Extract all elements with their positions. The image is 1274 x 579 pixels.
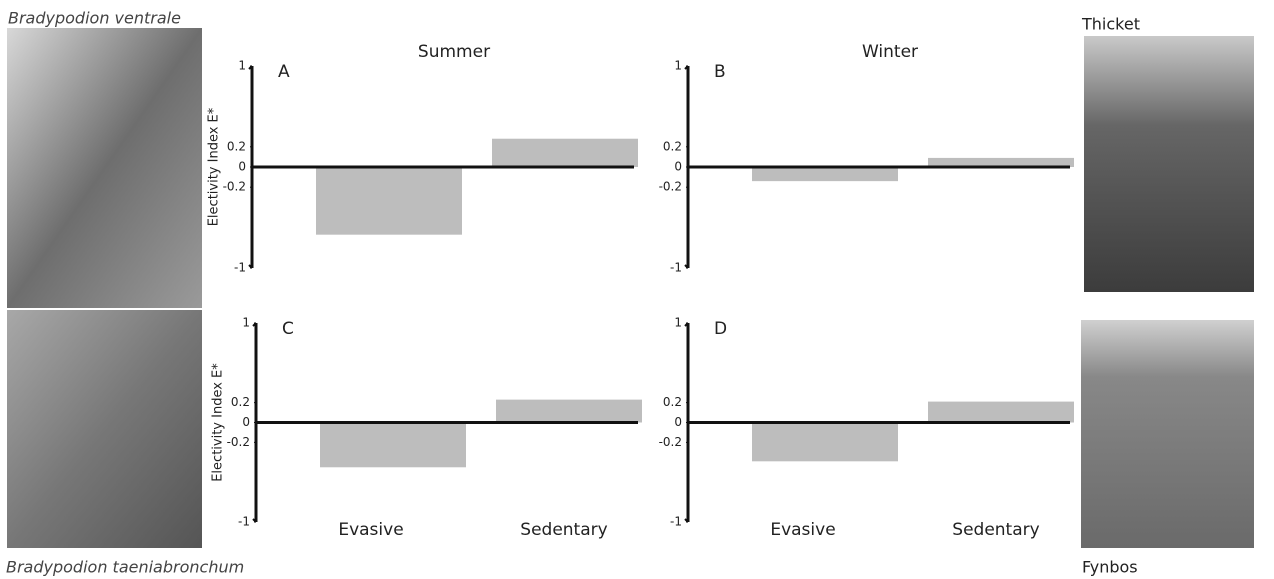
y-tick-label: 1: [242, 316, 250, 330]
y-tick-label: 0: [242, 415, 250, 429]
panel-letter: C: [282, 319, 294, 339]
bar: [496, 400, 642, 423]
y-tick-label: -0.2: [659, 180, 682, 194]
bar: [752, 167, 898, 181]
chart-title: Winter: [862, 42, 918, 62]
y-tick-label: 0: [674, 160, 682, 174]
y-tick-label: 0: [674, 415, 682, 429]
y-tick-label: -1: [234, 261, 246, 275]
y-axis-label: Electivity Index E*: [211, 363, 226, 482]
y-tick-label: -1: [670, 261, 682, 275]
y-tick-label: 0.2: [663, 139, 682, 153]
y-axis-label: Electivity Index E*: [207, 107, 222, 226]
bar: [320, 423, 466, 468]
y-tick-label: -1: [670, 515, 682, 529]
species-label: Bradypodion ventrale: [8, 9, 181, 28]
figure: Bradypodion ventrale Bradypodion taeniab…: [0, 0, 1274, 579]
x-category-label: Sedentary: [520, 520, 607, 540]
y-tick-label: 0.2: [227, 139, 246, 153]
y-tick-label: 0.2: [231, 395, 250, 409]
y-tick-label: 1: [674, 316, 682, 330]
bar: [752, 423, 898, 462]
bar: [492, 139, 638, 167]
habitat-label: Thicket: [1081, 15, 1140, 34]
bar: [928, 402, 1074, 423]
x-category-label: Evasive: [770, 520, 835, 540]
y-tick-label: -1: [238, 515, 250, 529]
photo: [1084, 36, 1254, 292]
photo: [1081, 320, 1254, 548]
y-tick-label: 1: [674, 59, 682, 73]
x-category-label: Sedentary: [952, 520, 1039, 540]
y-tick-label: -0.2: [659, 435, 682, 449]
chart-title: Summer: [418, 42, 490, 62]
photo: [7, 28, 202, 308]
y-tick-label: -0.2: [223, 180, 246, 194]
y-tick-label: 0.2: [663, 395, 682, 409]
panel-letter: D: [714, 319, 727, 339]
photo: [7, 310, 202, 548]
x-category-label: Evasive: [338, 520, 403, 540]
species-label: Bradypodion taeniabronchum: [6, 558, 244, 577]
y-tick-label: 0: [238, 160, 246, 174]
y-tick-label: 1: [238, 59, 246, 73]
habitat-label: Fynbos: [1082, 558, 1138, 577]
panel-letter: A: [278, 62, 290, 82]
bar: [316, 167, 462, 235]
y-tick-label: -0.2: [227, 435, 250, 449]
panel-letter: B: [714, 62, 726, 82]
